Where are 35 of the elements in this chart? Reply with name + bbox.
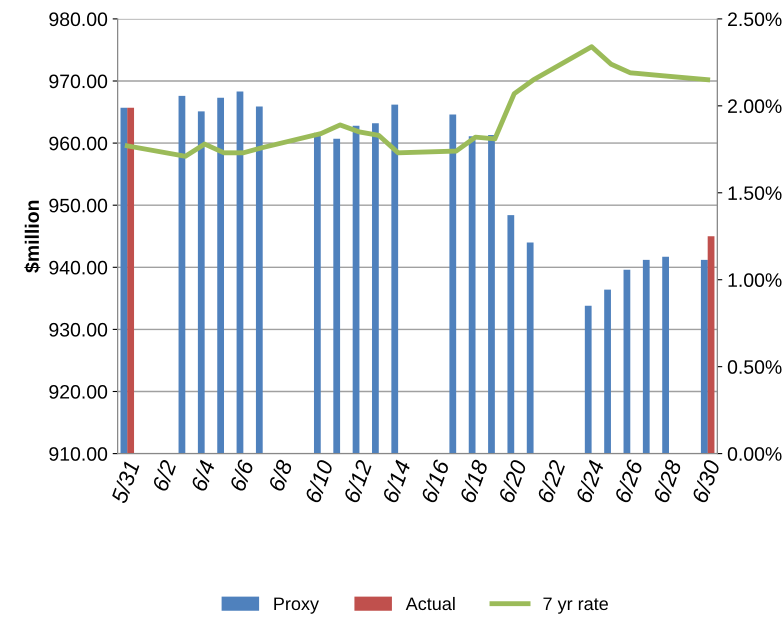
y2-tick-label: 1.00%	[728, 273, 782, 287]
x-tick-label: 6/28	[652, 458, 682, 504]
y-tick-label: 950.00	[49, 198, 108, 212]
x-tick-label: 6/12	[342, 458, 372, 504]
y2-tick-label: 2.00%	[728, 99, 782, 114]
y-tick-label: 910.00	[49, 447, 108, 461]
y-tick-label: 960.00	[49, 136, 108, 150]
legend-label: 7 yr rate	[543, 598, 608, 614]
x-tick-label: 5/31	[110, 460, 140, 504]
x-tick-label: 6/26	[614, 458, 644, 504]
x-tick-label: 6/2	[151, 458, 177, 492]
x-tick-label: 6/10	[304, 458, 334, 504]
legend-label: Actual	[406, 596, 455, 610]
x-tick-label: 6/8	[267, 458, 293, 492]
y2-tick-label: 0.00%	[728, 447, 782, 461]
y2-tick-label: 0.50%	[728, 360, 782, 374]
x-tick-label: 6/18	[458, 458, 488, 504]
x-tick-label: 6/30	[690, 458, 721, 504]
y2-tick-label: 2.50%	[728, 12, 782, 26]
line-series	[124, 44, 710, 159]
x-tick-label: 6/20	[498, 458, 528, 504]
x-tick-label: 6/24	[574, 459, 604, 504]
legend-label: Proxy	[274, 598, 319, 614]
x-tick-label: 6/22	[536, 458, 566, 504]
y-tick-label: 980.00	[49, 12, 108, 26]
y-tick-label: 970.00	[49, 74, 108, 88]
y-tick-label: 920.00	[49, 384, 108, 399]
y-tick-label: 930.00	[49, 322, 108, 337]
y-axis-title: $million	[24, 200, 40, 273]
x-tick-label: 6/16	[420, 458, 450, 504]
y-tick-label: 940.00	[49, 260, 108, 275]
x-tick-label: 6/14	[381, 459, 411, 504]
x-tick-label: 6/6	[228, 458, 254, 492]
y2-tick-label: 1.50%	[728, 186, 782, 200]
x-tick-label: 6/4	[190, 459, 216, 492]
